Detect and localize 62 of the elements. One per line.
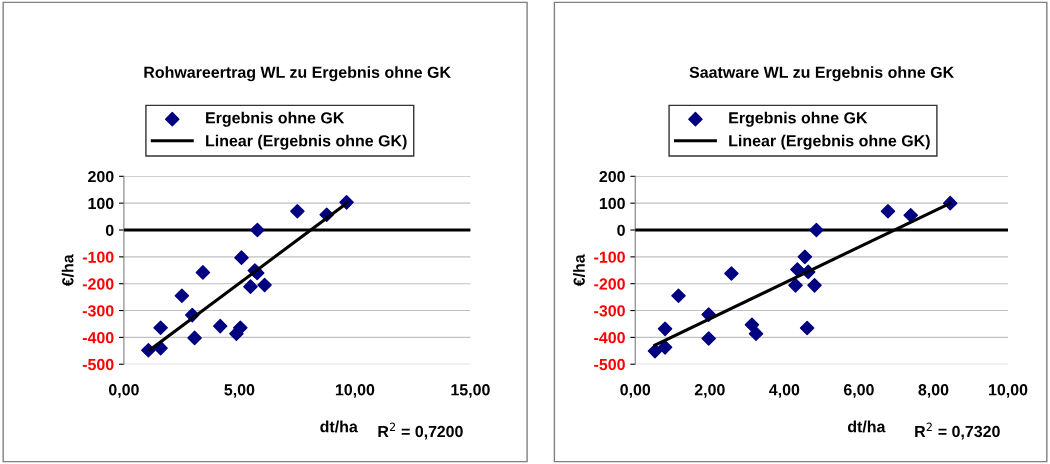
y-tick-label: -100 <box>82 251 114 263</box>
y-tick-label: -400 <box>594 332 625 344</box>
y-tick-label: 100 <box>88 197 114 210</box>
y-tick-label: -500 <box>82 358 114 371</box>
x-tick-label: 15,00 <box>451 384 490 398</box>
point <box>195 265 211 280</box>
y-tick-label: 0 <box>105 224 114 236</box>
point <box>290 203 305 219</box>
y-tick-label: -200 <box>594 278 625 290</box>
y-tick-label: -400 <box>82 332 114 344</box>
chart-title: Rohwareertrag WL zu Ergebnis ohne GK <box>144 66 451 82</box>
x-tick-label: 0,00 <box>108 384 139 398</box>
x-tick-label: 10,00 <box>335 384 375 398</box>
x-axis-title: dt/ha <box>320 420 358 433</box>
y-axis-title: €/ha <box>573 254 586 287</box>
y-tick-label: 200 <box>88 170 114 183</box>
y-tick-label: 100 <box>599 197 625 210</box>
point <box>809 222 824 238</box>
point <box>671 288 686 304</box>
point <box>187 330 202 346</box>
text: R$^{2}$ = 0,7320 <box>915 422 1000 440</box>
x-tick-label: 6,00 <box>843 384 874 398</box>
y-tick-label: -300 <box>594 305 625 317</box>
point <box>724 266 739 281</box>
legend-label: Linear (Ergebnis ohne GK) <box>206 134 407 150</box>
x-tick-label: 2,00 <box>694 384 725 398</box>
y-tick-label: 200 <box>599 170 625 183</box>
legend-label: Ergebnis ohne GK <box>206 111 345 127</box>
y-tick-label: -500 <box>594 358 625 371</box>
point <box>797 249 813 265</box>
point <box>748 326 764 341</box>
text: R$^{2}$ = 0,7200 <box>378 422 463 440</box>
y-tick-label: 0 <box>617 224 625 236</box>
point <box>744 317 760 333</box>
y-axis-title: €/ha <box>61 254 74 287</box>
point <box>903 207 918 223</box>
point <box>257 277 272 293</box>
point <box>657 340 673 355</box>
y-tick-label: -300 <box>82 305 114 317</box>
x-tick-label: 4,00 <box>769 384 800 398</box>
point <box>788 278 803 293</box>
chart-title: Saatware WL zu Ergebnis ohne GK <box>689 66 955 82</box>
legend-label: Linear (Ergebnis ohne GK) <box>729 134 930 150</box>
point <box>807 278 822 293</box>
point <box>799 320 815 336</box>
point <box>234 250 249 265</box>
point <box>243 279 258 294</box>
point <box>250 222 265 238</box>
point <box>880 203 896 219</box>
point <box>701 331 716 346</box>
point <box>153 320 168 336</box>
x-tick-label: 0,00 <box>620 384 651 398</box>
x-tick-label: 8,00 <box>918 384 949 398</box>
point <box>657 321 673 337</box>
legend-label: Ergebnis ohne GK <box>729 111 868 127</box>
x-tick-label: 5,00 <box>224 384 255 398</box>
x-axis-title: dt/ha <box>847 420 886 433</box>
point <box>174 288 190 304</box>
y-tick-label: -100 <box>594 251 625 263</box>
y-tick-label: -200 <box>82 278 114 290</box>
point <box>212 318 228 334</box>
x-tick-label: 10,00 <box>989 384 1028 398</box>
